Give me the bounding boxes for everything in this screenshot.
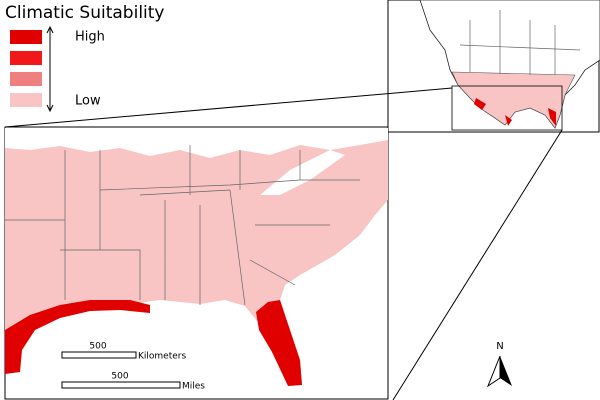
scale-unit: Kilometers [138,352,186,362]
legend-low: Low [75,94,101,109]
suitability-low [5,140,388,386]
legend-swatch [10,93,42,107]
inset-borders [459,10,581,75]
state-borders [5,145,360,306]
north-arrow [486,355,501,388]
unsuitable-area [5,128,388,158]
legend-swatch [10,30,42,44]
inset-map [387,0,600,133]
legend-title: Climatic Suitability [5,3,165,23]
leader-line [4,87,453,128]
legend-high: High [75,30,105,45]
north-arrow [500,356,512,386]
leader-line [392,129,563,400]
scale-value: 500 [111,372,128,382]
north-label: N [496,341,503,352]
unsuitable-area [260,150,345,195]
scale-bar [61,351,137,359]
inset-extent [451,85,563,131]
suitability-high [256,300,302,386]
suitability-high [5,300,150,374]
legend-swatch [10,51,42,65]
scale-unit: Miles [182,382,205,392]
scale-value: 500 [89,342,106,352]
scale-bar [61,381,181,389]
legend-arrowheads [46,25,54,113]
legend-swatch [10,72,42,86]
